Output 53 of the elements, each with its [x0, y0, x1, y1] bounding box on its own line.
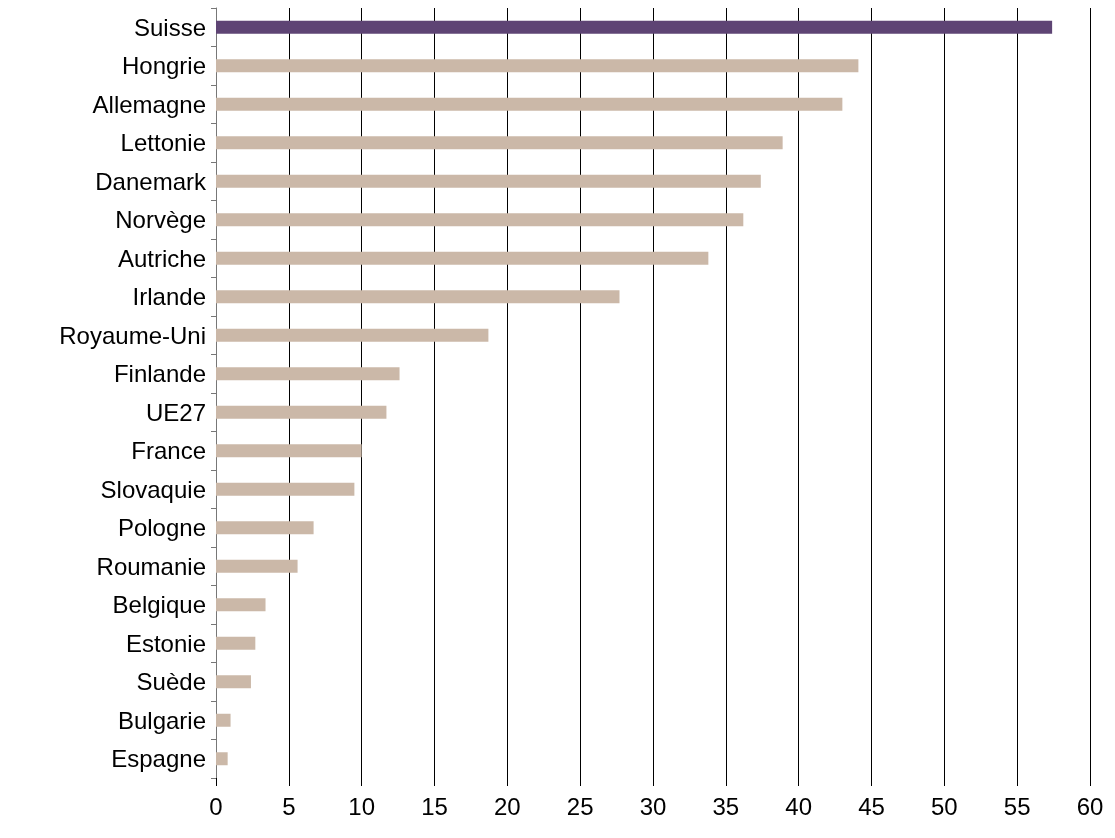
y-tick-label: Pologne: [117, 514, 206, 542]
x-tick-label: 5: [282, 792, 296, 820]
y-tick-label: Autriche: [117, 244, 206, 272]
bar: [216, 251, 709, 265]
x-tick-label: 25: [566, 792, 594, 820]
x-tick-label: 30: [639, 792, 667, 820]
y-tick-label: Allemagne: [92, 90, 206, 118]
bar: [216, 213, 744, 227]
bar: [216, 559, 298, 573]
x-tick-label: 45: [858, 792, 885, 820]
bar: [216, 136, 783, 150]
bar: [216, 713, 231, 727]
bar: [216, 367, 400, 381]
y-tick-label: France: [131, 437, 206, 465]
y-tick-label: Suède: [136, 668, 206, 696]
y-tick-label: Lettonie: [120, 129, 206, 157]
y-tick-label: Irlande: [132, 283, 206, 311]
bar: [216, 97, 843, 111]
bar: [216, 636, 256, 650]
bar: [216, 405, 387, 419]
y-tick-label: Danemark: [95, 167, 207, 195]
bar: [216, 675, 251, 689]
y-tick-label: Finlande: [113, 360, 206, 388]
y-tick-label: Norvège: [115, 206, 206, 234]
y-tick-label: Estonie: [125, 629, 206, 657]
bar: [216, 598, 266, 612]
bar: [216, 752, 228, 766]
bar: [216, 20, 1053, 34]
x-tick-label: 55: [1003, 792, 1031, 820]
y-tick-label: Hongrie: [121, 52, 206, 80]
x-tick-label: 20: [493, 792, 521, 820]
y-tick-label: Bulgarie: [117, 706, 206, 734]
bar: [216, 482, 355, 496]
bar: [216, 328, 489, 342]
y-tick-label: Suisse: [133, 13, 206, 41]
y-tick-label: Roumanie: [96, 552, 206, 580]
bar: [216, 521, 314, 535]
x-tick-label: 50: [930, 792, 958, 820]
y-tick-label: Espagne: [111, 745, 206, 773]
y-tick-label: Slovaquie: [100, 475, 206, 503]
bar: [216, 290, 620, 304]
y-tick-label: Royaume-Uni: [59, 321, 206, 349]
x-tick-label: 10: [348, 792, 376, 820]
bar: [216, 444, 362, 458]
bar: [216, 174, 761, 188]
x-tick-label: 40: [785, 792, 813, 820]
x-tick-label: 0: [209, 792, 223, 820]
bar: [216, 59, 859, 73]
x-tick-label: 60: [1076, 792, 1104, 820]
x-tick-label: 15: [421, 792, 448, 820]
x-tick-label: 35: [712, 792, 740, 820]
y-tick-label: UE27: [145, 398, 206, 426]
y-tick-label: Belgique: [112, 591, 206, 619]
